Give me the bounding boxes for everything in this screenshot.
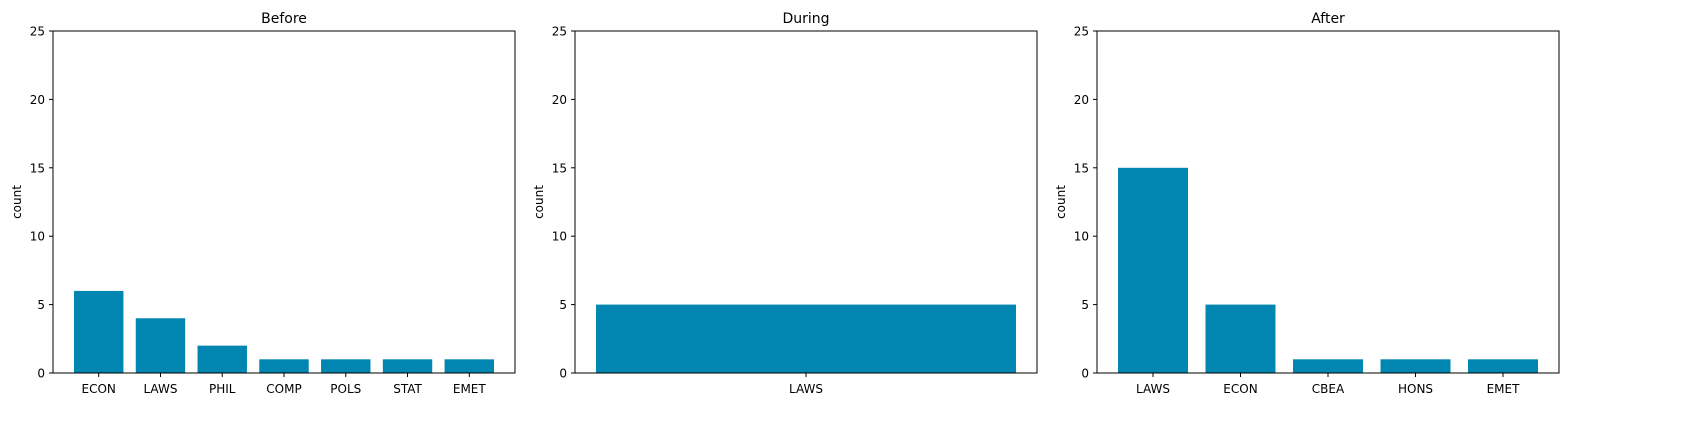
x-tick-label: HONS [1398,382,1433,396]
chart-panel-1: ECON LAWS PHIL COMP POLS STAT EMET 0 5 10 15 20 25 Be… [10,11,516,396]
y-tick-label: 0 [559,367,567,381]
bar-econ [1205,304,1276,373]
y-tick-label: 15 [1074,161,1089,175]
y-tick-label: 10 [552,230,567,244]
bar-laws [135,318,186,373]
x-tick-label: LAWS [143,382,177,396]
y-tick-label: 25 [1074,25,1089,39]
x-tick-label: ECON [1223,382,1257,396]
x-tick-label: EMET [1487,382,1521,396]
y-tick-label: 0 [37,367,45,381]
y-tick-label: 5 [1081,298,1089,312]
chart-title: After [1311,11,1345,27]
chart-panel-3: LAWS ECON CBEA HONS EMET 0 5 10 15 20 25 After count [1054,11,1560,396]
chart-title: During [782,11,829,27]
bar-emet [444,359,494,373]
axes-frame [574,30,1038,374]
x-tick-label: POLS [330,382,361,396]
x-tick-label: COMP [266,382,301,396]
x-tick-label: EMET [453,382,487,396]
bar-laws [1118,167,1188,373]
y-axis-label: count [532,185,546,219]
bar-cbea [1293,359,1363,373]
bar-hons [1380,359,1451,373]
y-tick-label: 20 [552,93,567,107]
y-tick-label: 5 [37,298,45,312]
axes-frame [52,30,516,374]
chart-panel-2: LAWS 0 5 10 15 20 25 During count [532,11,1038,396]
bar-comp [259,359,309,373]
y-tick-label: 10 [30,230,45,244]
x-tick-label: LAWS [789,382,823,396]
x-tick-label: PHIL [209,382,236,396]
bar-phil [197,345,247,373]
chart-title: Before [261,11,307,27]
bar-laws [596,304,1016,373]
y-tick-label: 20 [1074,93,1089,107]
axes-frame [1096,30,1560,374]
y-tick-label: 15 [30,161,45,175]
x-tick-label: LAWS [1136,382,1170,396]
bar-stat [382,359,433,373]
y-axis-label: count [1054,185,1068,219]
y-tick-label: 20 [30,93,45,107]
bar-econ [74,290,124,373]
y-tick-label: 5 [559,298,567,312]
y-tick-label: 15 [552,161,567,175]
x-tick-label: STAT [393,382,422,396]
y-tick-label: 0 [1081,367,1089,381]
y-tick-label: 25 [552,25,567,39]
x-tick-label: ECON [82,382,116,396]
y-tick-label: 10 [1074,230,1089,244]
x-tick-label: CBEA [1312,382,1345,396]
y-axis-label: count [10,185,24,219]
y-tick-label: 25 [30,25,45,39]
bar-pols [321,359,371,373]
bar-emet [1468,359,1538,373]
